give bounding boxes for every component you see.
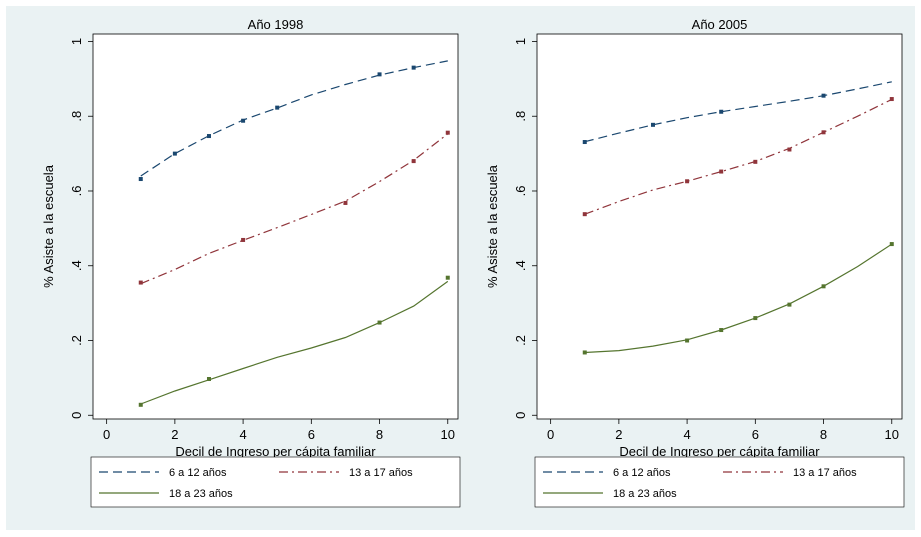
- x-tick-label: 2: [171, 427, 178, 442]
- x-tick-label: 2: [615, 427, 622, 442]
- x-tick-label: 4: [239, 427, 246, 442]
- y-tick-label: 0: [513, 412, 528, 419]
- chart-title: Año 2005: [692, 17, 748, 32]
- series-line-2: [584, 98, 893, 215]
- data-point: [821, 130, 826, 135]
- x-tick-label: 0: [547, 427, 554, 442]
- data-point: [445, 130, 450, 135]
- x-axis-label: Decil de Ingreso per cápita familiar: [175, 444, 376, 459]
- x-tick-label: 10: [441, 427, 455, 442]
- data-point: [889, 97, 894, 102]
- legend-label-2: 13 a 17 años: [793, 467, 857, 479]
- data-point: [138, 280, 143, 285]
- data-point: [787, 147, 792, 152]
- data-point: [377, 72, 382, 77]
- x-tick-label: 8: [376, 427, 383, 442]
- series-line-2: [140, 133, 449, 285]
- legend-label-1: 6 a 12 años: [613, 467, 671, 479]
- x-tick-label: 0: [103, 427, 110, 442]
- y-tick-label: .4: [69, 260, 84, 271]
- legend-label-2: 13 a 17 años: [349, 467, 413, 479]
- data-point: [206, 134, 211, 139]
- data-point: [889, 242, 894, 247]
- y-tick-label: .2: [513, 335, 528, 346]
- y-tick-label: .4: [513, 260, 528, 271]
- data-point: [445, 275, 450, 280]
- data-point: [719, 328, 724, 333]
- legend-box: [534, 456, 905, 508]
- data-point: [821, 93, 826, 98]
- series-line-1: [584, 81, 892, 143]
- series-line-3: [584, 243, 893, 354]
- data-point: [787, 302, 792, 307]
- legend-label-3: 18 a 23 años: [613, 488, 677, 500]
- data-point: [719, 169, 724, 174]
- data-point: [650, 122, 655, 127]
- x-tick-label: 4: [683, 427, 690, 442]
- data-point: [343, 200, 348, 205]
- data-point: [377, 320, 382, 325]
- data-point: [753, 159, 758, 164]
- data-point: [241, 237, 246, 242]
- data-point: [821, 284, 826, 289]
- y-tick-label: .8: [513, 111, 528, 122]
- x-tick-label: 10: [885, 427, 899, 442]
- data-point: [753, 316, 758, 321]
- data-point: [719, 109, 724, 114]
- figure: Año 1998 0.2.4.6.8 1 0 2 4 6 8 10 Decil de Ingres…: [6, 6, 915, 530]
- data-point: [411, 159, 416, 164]
- y-tick-label: .8: [69, 111, 84, 122]
- data-point: [685, 179, 690, 184]
- chart-title: Año 1998: [248, 17, 304, 32]
- data-point: [275, 105, 280, 110]
- y-tick-label: .6: [513, 186, 528, 197]
- y-tick-label: 1: [513, 38, 528, 45]
- data-point: [582, 212, 587, 217]
- y-tick-label: .2: [69, 335, 84, 346]
- data-point: [685, 338, 690, 343]
- data-point: [206, 377, 211, 382]
- data-point: [241, 118, 246, 123]
- x-tick-label: 6: [308, 427, 315, 442]
- y-axis-label: % Asiste a la escuela: [485, 164, 500, 288]
- y-tick-label: 0: [69, 412, 84, 419]
- series-line-3: [140, 280, 449, 405]
- series-line-1: [140, 60, 448, 177]
- legend-box: [90, 456, 461, 508]
- y-tick-label: .6: [69, 186, 84, 197]
- data-point: [582, 350, 587, 355]
- legend-label-3: 18 a 23 años: [169, 488, 233, 500]
- y-tick-label: 1: [69, 38, 84, 45]
- legend-label-1: 6 a 12 años: [169, 467, 227, 479]
- plot-area: [92, 33, 459, 420]
- data-point: [172, 151, 177, 156]
- data-point: [582, 140, 587, 145]
- data-point: [138, 177, 143, 182]
- x-tick-label: 6: [752, 427, 759, 442]
- data-point: [138, 402, 143, 407]
- x-axis-label: Decil de Ingreso per cápita familiar: [619, 444, 820, 459]
- plot-area: [536, 33, 903, 420]
- data-point: [411, 65, 416, 70]
- x-tick-label: 8: [820, 427, 827, 442]
- y-axis-label: % Asiste a la escuela: [41, 164, 56, 288]
